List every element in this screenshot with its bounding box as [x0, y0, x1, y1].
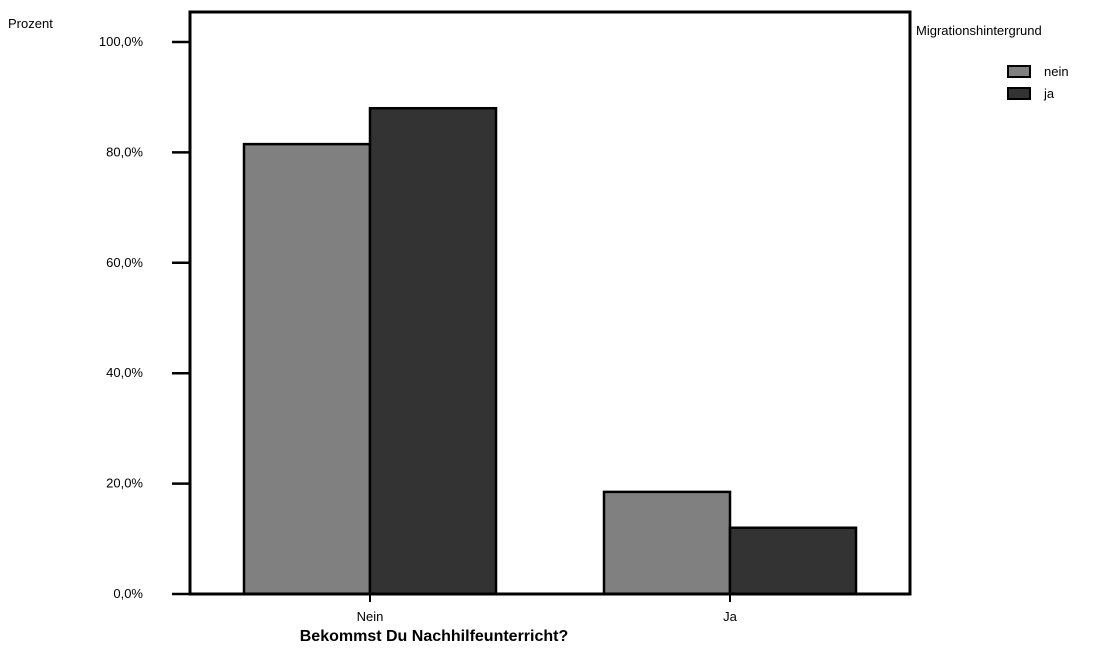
bars-group	[242, 106, 858, 596]
plot-frame	[188, 10, 912, 596]
legend-swatch-ja	[1007, 87, 1031, 100]
bar-nein-nein	[242, 142, 372, 596]
legend-swatch-nein	[1007, 65, 1031, 78]
y-axis-title: Prozent	[8, 16, 53, 31]
y-tick-label: 0,0%	[113, 586, 143, 601]
y-tick-label: 20,0%	[106, 476, 143, 491]
y-tick-label: 60,0%	[106, 255, 143, 270]
y-axis: 0,0% 20,0% 40,0% 60,0% 80,0% 100,0%	[99, 34, 190, 601]
x-tick-label: Ja	[723, 609, 738, 624]
x-axis: Nein Ja	[357, 594, 738, 624]
y-tick-label: 40,0%	[106, 365, 143, 380]
y-tick-label: 80,0%	[106, 144, 143, 159]
x-tick-label: Nein	[357, 609, 384, 624]
bar-ja-nein	[368, 106, 498, 596]
y-tick-label: 100,0%	[99, 34, 144, 49]
bar-nein-ja	[602, 490, 732, 596]
legend-title: Migrationshintergrund	[916, 23, 1042, 38]
legend-label-ja: ja	[1043, 86, 1055, 101]
x-axis-title: Bekommst Du Nachhilfeunterricht?	[300, 628, 568, 645]
bar-ja-ja	[728, 526, 858, 596]
legend: Migrationshintergrund nein ja	[916, 23, 1069, 101]
legend-label-nein: nein	[1044, 64, 1069, 79]
